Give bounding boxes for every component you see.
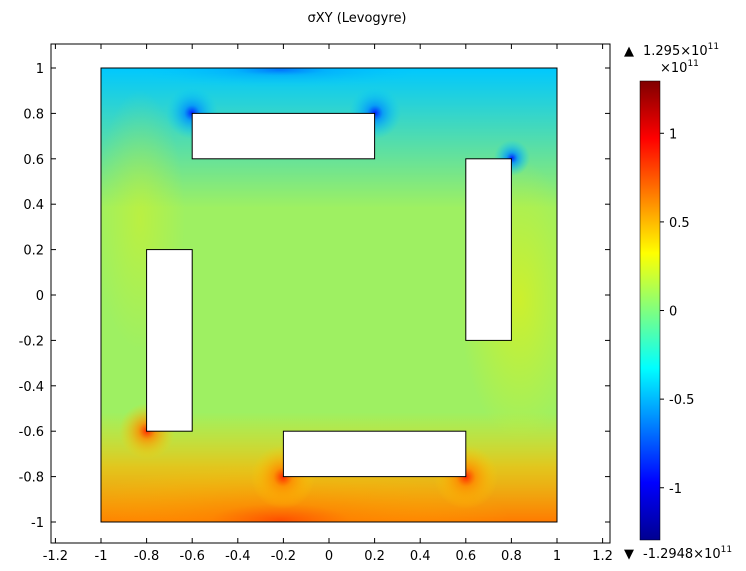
colorbar-tick-label: 1: [669, 127, 677, 142]
x-tick-label: 0.2: [364, 549, 385, 564]
y-tick-label: -0.6: [19, 425, 44, 440]
colorbar-unit-label: ×1011: [660, 59, 699, 76]
y-tick-label: -1: [31, 516, 44, 531]
x-tick-label: -0.6: [180, 549, 205, 564]
y-tick-label: 0.2: [23, 244, 44, 259]
colorbar-max-marker-icon: ▲: [624, 44, 634, 59]
x-tick-label: 0: [325, 549, 333, 564]
hole-bottom: [282, 430, 467, 478]
hole-right: [465, 158, 512, 341]
colorbar-tick-label: 0.5: [669, 216, 690, 231]
colorbar-min-label: -1.2948×1011: [643, 545, 732, 562]
x-tick-label: 0.8: [501, 549, 522, 564]
y-tick-label: 0.8: [23, 107, 44, 122]
colorbar-tick-label: -0.5: [669, 393, 694, 408]
colorbar-tick-label: 0: [669, 305, 677, 320]
colorbar-min-marker-icon: ▼: [624, 547, 634, 562]
cool-band-top: [130, 68, 430, 88]
x-tick-label: -0.2: [271, 549, 296, 564]
chart-title: σXY (Levogyre): [307, 11, 406, 26]
domain-outline: [100, 67, 558, 523]
y-tick-label: 1: [36, 62, 44, 77]
y-tick-label: 0: [36, 289, 44, 304]
x-tick-label: 1: [553, 549, 561, 564]
y-tick-label: -0.4: [19, 380, 44, 395]
plot-frame: [50, 43, 611, 544]
y-tick-label: 0.4: [23, 198, 44, 213]
y-tick-label: 0.6: [23, 153, 44, 168]
x-tick-label: -0.4: [225, 549, 250, 564]
x-tick-label: -1: [95, 549, 108, 564]
x-tick-label: -0.8: [134, 549, 159, 564]
x-tick-label: 0.4: [410, 549, 431, 564]
hole-left: [146, 249, 193, 432]
colorbar-max-label: 1.295×1011: [643, 42, 719, 59]
x-tick-label: 1.2: [592, 549, 613, 564]
x-tick-label: 0.6: [455, 549, 476, 564]
y-tick-label: -0.2: [19, 334, 44, 349]
x-tick-label: -1.2: [43, 549, 68, 564]
colorbar-tick-label: -1: [669, 482, 682, 497]
hole-top: [191, 112, 376, 160]
colorbar: [639, 80, 661, 541]
y-tick-label: -0.8: [19, 471, 44, 486]
